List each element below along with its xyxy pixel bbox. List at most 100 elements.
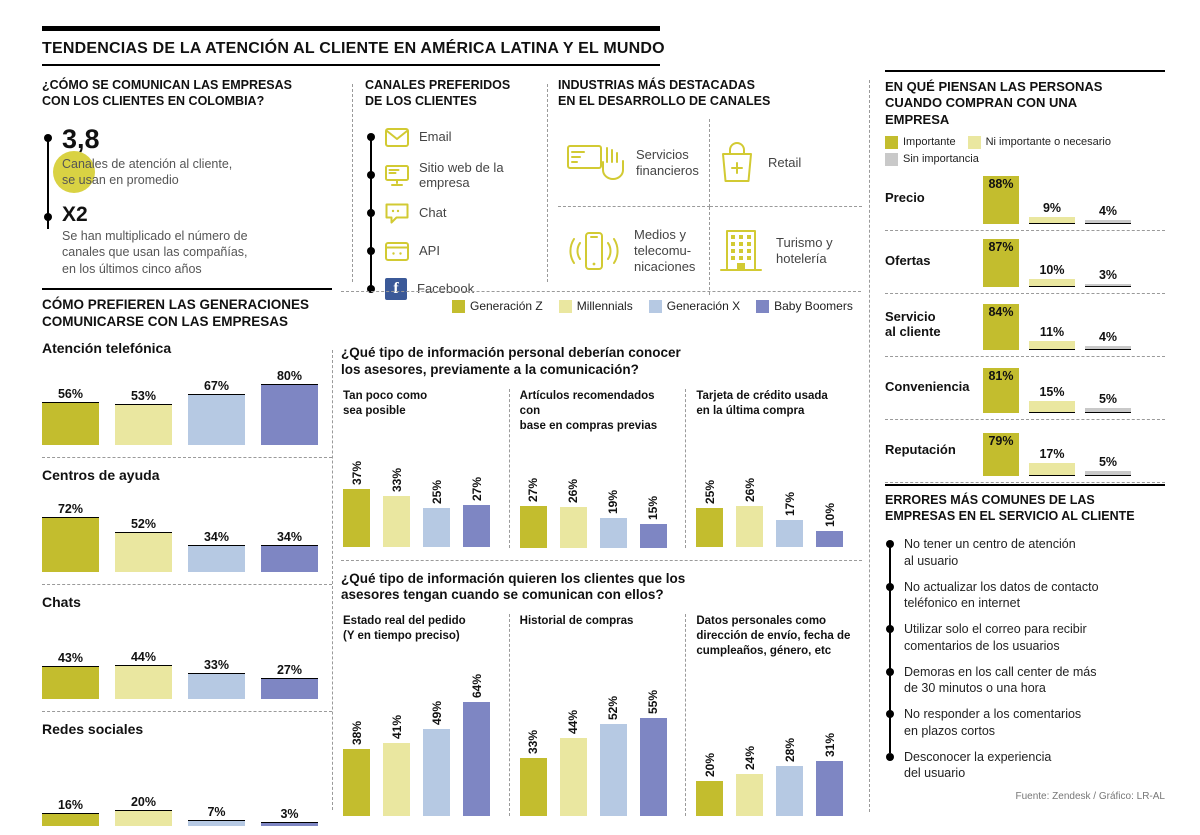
row-label: Conveniencia	[885, 379, 970, 395]
bar-value: 56%	[42, 387, 99, 403]
channel-item: f Facebook	[367, 273, 539, 305]
bar-value: 87%	[988, 239, 1014, 254]
legend-swatch	[558, 299, 572, 313]
bar-value: 24%	[742, 745, 757, 770]
bar	[776, 520, 804, 547]
dashed-separator	[341, 291, 861, 292]
bar-value: 67%	[188, 379, 245, 395]
subchart-title: Centros de ayuda	[42, 466, 160, 483]
bar-value: 16%	[42, 798, 99, 814]
industry-financial-services: Servicios financieros	[558, 119, 710, 208]
mini-stat: 5%	[1085, 455, 1131, 476]
bar-cell: 44%	[115, 650, 172, 699]
generation-subchart: Chats 43% 44% 33% 27%	[42, 585, 332, 712]
bar-value: 34%	[188, 530, 245, 547]
main-bar: 81%	[983, 367, 1019, 413]
bar-cell: 55%	[639, 690, 667, 817]
colombia-section: ¿CÓMO SE COMUNICAN LAS EMPRESAS CON LOS …	[42, 78, 344, 293]
question-group: Historial de compras 33% 44% 52% 55%	[508, 614, 686, 817]
question-group: Datos personales como dirección de envío…	[685, 614, 862, 817]
bar-value: 4%	[1098, 329, 1118, 344]
bar	[463, 702, 490, 817]
bar-cell: 33%	[188, 658, 245, 699]
legend-label: Importante	[903, 136, 956, 149]
error-item: No actualizar los datos de contacto telé…	[886, 579, 1165, 612]
group-label: Tarjeta de crédito usada en la última co…	[696, 389, 828, 417]
bar	[696, 780, 724, 817]
legend-item: Importante	[885, 135, 956, 149]
bar	[261, 678, 318, 699]
mini-stat: 11%	[1029, 325, 1075, 350]
importance-title: EN QUÉ PIENSAN LAS PERSONAS CUANDO COMPR…	[885, 79, 1103, 127]
bar	[1029, 278, 1075, 286]
bar-value: 72%	[42, 502, 99, 518]
bar-cell: 44%	[559, 709, 587, 817]
bar-cell: 49%	[423, 701, 450, 817]
bar-cell: 27%	[463, 477, 490, 547]
legend-swatch	[885, 152, 898, 166]
dashed-separator	[352, 84, 353, 282]
main-bar: 87%	[983, 238, 1019, 287]
bar-cell: 56%	[42, 387, 99, 445]
source-credit: Fuente: Zendesk / Gráfico: LR-AL	[1015, 791, 1165, 803]
error-item: No tener un centro de atención al usuari…	[886, 536, 1165, 569]
group-label: Artículos recomendados con base en compr…	[519, 389, 658, 432]
bar-cell: 34%	[188, 530, 245, 572]
bar-group: 43% 44% 33% 27%	[42, 615, 332, 699]
bar	[383, 495, 410, 547]
question-group: Tan poco como sea posible 37% 33% 25% 27%	[341, 389, 509, 548]
bar	[42, 666, 99, 699]
bar	[639, 718, 667, 817]
bar-group: 25% 26% 17% 10%	[696, 435, 852, 547]
bar-value: 5%	[1098, 391, 1118, 406]
channel-label: Email	[419, 129, 452, 145]
bar-value: 7%	[188, 805, 245, 821]
legend-swatch	[967, 135, 981, 149]
bar-cell: 38%	[343, 721, 370, 817]
bar-value: 27%	[526, 477, 541, 502]
stat-description: Canales de atención al cliente, se usan …	[62, 156, 233, 187]
bar-value: 44%	[566, 709, 581, 734]
yellow-highlight-circle	[53, 151, 95, 194]
legend-item: Ni importante o necesario	[967, 135, 1111, 149]
bar-value: 79%	[988, 433, 1014, 448]
importance-row: Ofertas 87% 10% 3%	[885, 233, 1165, 294]
legend-label: Generación X	[666, 299, 741, 313]
dashed-separator	[547, 84, 548, 282]
bar-value: 27%	[261, 663, 318, 679]
legend-label: Generación Z	[470, 299, 543, 313]
bar	[115, 405, 172, 445]
errors-title: ERRORES MÁS COMUNES DE LAS EMPRESAS EN E…	[885, 493, 1135, 523]
bar-value: 53%	[115, 389, 172, 405]
bar-group: 72% 52% 34% 34%	[42, 488, 332, 572]
importance-legend: Importante Ni importante o necesario Sin…	[885, 135, 1157, 166]
bar-value: 49%	[429, 701, 444, 726]
bar-value: 37%	[349, 461, 364, 486]
bar-cell: 72%	[42, 502, 99, 572]
bar-group: 38% 41% 49% 64%	[343, 664, 499, 817]
bar	[188, 394, 245, 445]
bar-group: 27% 26% 19% 15%	[519, 436, 676, 548]
bar-value: 52%	[115, 517, 172, 533]
channel-label: Facebook	[417, 281, 475, 297]
bar-cell: 17%	[776, 492, 804, 547]
title-underline	[42, 64, 660, 66]
bar	[115, 532, 172, 572]
bar-value: 5%	[1098, 454, 1118, 469]
legend-item: Generación Z	[452, 299, 543, 313]
legend-label: Ni importante o necesario	[985, 136, 1111, 149]
bar	[816, 761, 844, 817]
channels-title: CANALES PREFERIDOS DE LOS CLIENTES	[365, 78, 511, 108]
email-icon	[385, 127, 409, 147]
bar	[261, 546, 318, 572]
bar-value: 52%	[606, 695, 621, 720]
mini-stat: 3%	[1085, 268, 1131, 287]
importance-rows: Precio 88% 9% 4% Ofertas 87% 10% 3% Servicio al …	[885, 170, 1165, 483]
bar-value: 33%	[526, 729, 541, 754]
bar	[599, 518, 627, 548]
main-bar: 88%	[983, 175, 1019, 224]
question1-title: ¿Qué tipo de información personal deberí…	[341, 345, 681, 377]
mini-stat: 17%	[1029, 447, 1075, 476]
chat-icon	[385, 203, 409, 224]
bar-value: 3%	[1098, 267, 1118, 282]
